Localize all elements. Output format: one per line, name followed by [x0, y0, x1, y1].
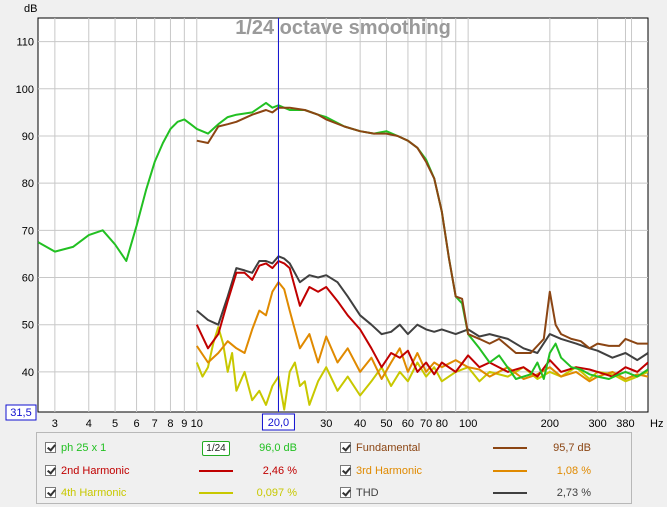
x-tick-label: 60	[402, 418, 414, 430]
legend-swatch	[493, 492, 527, 494]
grid-lines	[38, 18, 648, 412]
series-line-3rd-harmonic	[195, 281, 648, 383]
legend-panel: ph 25 x 1 1/24 96,0 dB Fundamental 95,7 dB 2n…	[36, 432, 632, 504]
y-axis-label: dB	[24, 3, 37, 15]
legend-swatch	[199, 469, 233, 472]
legend-value: 95,7 dB	[553, 442, 591, 454]
legend-checkbox-3rd-harmonic[interactable]	[340, 464, 351, 476]
chart-title: 1/24 octave smoothing	[235, 17, 451, 39]
cursor-label-box[interactable]: 20,0	[261, 413, 295, 431]
legend-swatch	[199, 492, 233, 494]
y-tick-label: 40	[22, 367, 34, 379]
plot-area[interactable]	[37, 17, 649, 413]
legend-swatch	[493, 469, 527, 472]
y-tick-label: 80	[22, 178, 34, 190]
legend-checkbox-thd[interactable]	[340, 487, 351, 498]
x-tick-label: 40	[354, 418, 366, 430]
tick-labels: 40 50 60 70 80 90 100 110 3 4 5 6 7 8 9 10 30 40 50 60 70 80 1…	[16, 37, 635, 430]
y-bottom-label-box[interactable]: 31,5	[5, 404, 37, 421]
legend-label: 3rd Harmonic	[356, 464, 423, 477]
legend-checkbox-fundamental[interactable]	[340, 442, 351, 453]
series-line-fundamental	[196, 106, 648, 354]
legend-item-3rd-harmonic: 3rd Harmonic 1,08 %	[340, 462, 630, 480]
smoothing-badge[interactable]: 1/24	[202, 441, 230, 456]
x-tick-label: 50	[380, 418, 392, 430]
x-tick-label: 5	[112, 418, 118, 430]
legend-value: 2,46 %	[262, 464, 297, 477]
y-tick-label: 90	[22, 131, 34, 143]
legend-checkbox-4th-harmonic[interactable]	[45, 487, 56, 498]
x-tick-label: 30	[320, 418, 332, 430]
y-tick-label: 60	[22, 273, 34, 285]
y-tick-label: 50	[22, 320, 34, 332]
legend-value: 96,0 dB	[259, 442, 297, 454]
y-tick-label: 70	[22, 225, 34, 237]
legend-label: 4th Harmonic	[61, 487, 127, 499]
legend-label: 2nd Harmonic	[61, 464, 130, 477]
series-line-thd	[196, 255, 648, 362]
legend-value: 2,73 %	[556, 487, 591, 499]
x-tick-label: 80	[436, 418, 448, 430]
legend-item-4th-harmonic: 4th Harmonic 0,097 %	[45, 484, 335, 502]
x-tick-label: 200	[541, 418, 559, 430]
x-tick-label: 8	[167, 418, 173, 430]
legend-item-fundamental: Fundamental 95,7 dB	[340, 439, 630, 457]
legend-item-thd: THD 2,73 %	[340, 484, 630, 502]
x-tick-label: 10	[191, 418, 203, 430]
legend-value: 0,097 %	[256, 487, 297, 499]
cursor-label: 20,0	[268, 417, 289, 429]
x-tick-label: 3	[52, 418, 58, 430]
legend-label: Fundamental	[356, 442, 421, 454]
x-tick-label: 7	[152, 418, 158, 430]
y-tick-label: 110	[16, 37, 34, 49]
legend-checkbox-ph-25-x-1[interactable]	[45, 442, 56, 453]
legend-swatch	[493, 447, 527, 449]
x-tick-label: 380	[616, 418, 634, 430]
x-tick-label: 4	[86, 418, 92, 430]
x-tick-label: 100	[459, 418, 477, 430]
x-tick-label: 70	[420, 418, 432, 430]
chart: 40 50 60 70 80 90 100 110 3 4 5 6 7 8 9 10 30 40 50 60 70 80 1…	[5, 3, 663, 431]
x-axis-label: Hz	[650, 418, 663, 430]
legend-label: ph 25 x 1	[61, 442, 107, 454]
legend-label: THD	[356, 487, 379, 499]
x-tick-label: 300	[588, 418, 606, 430]
series-line-2nd-harmonic	[195, 260, 648, 378]
series-layer	[38, 101, 648, 411]
legend-item-ph-25-x-1: ph 25 x 1 1/24 96,0 dB	[45, 439, 335, 457]
y-tick-label: 100	[16, 84, 34, 96]
legend-checkbox-2nd-harmonic[interactable]	[45, 464, 56, 476]
x-tick-label: 6	[133, 418, 139, 430]
legend-value: 1,08 %	[556, 464, 591, 477]
x-tick-label: 9	[181, 418, 187, 430]
y-bottom-label: 31,5	[10, 407, 31, 419]
legend-item-2nd-harmonic: 2nd Harmonic 2,46 %	[45, 462, 335, 480]
